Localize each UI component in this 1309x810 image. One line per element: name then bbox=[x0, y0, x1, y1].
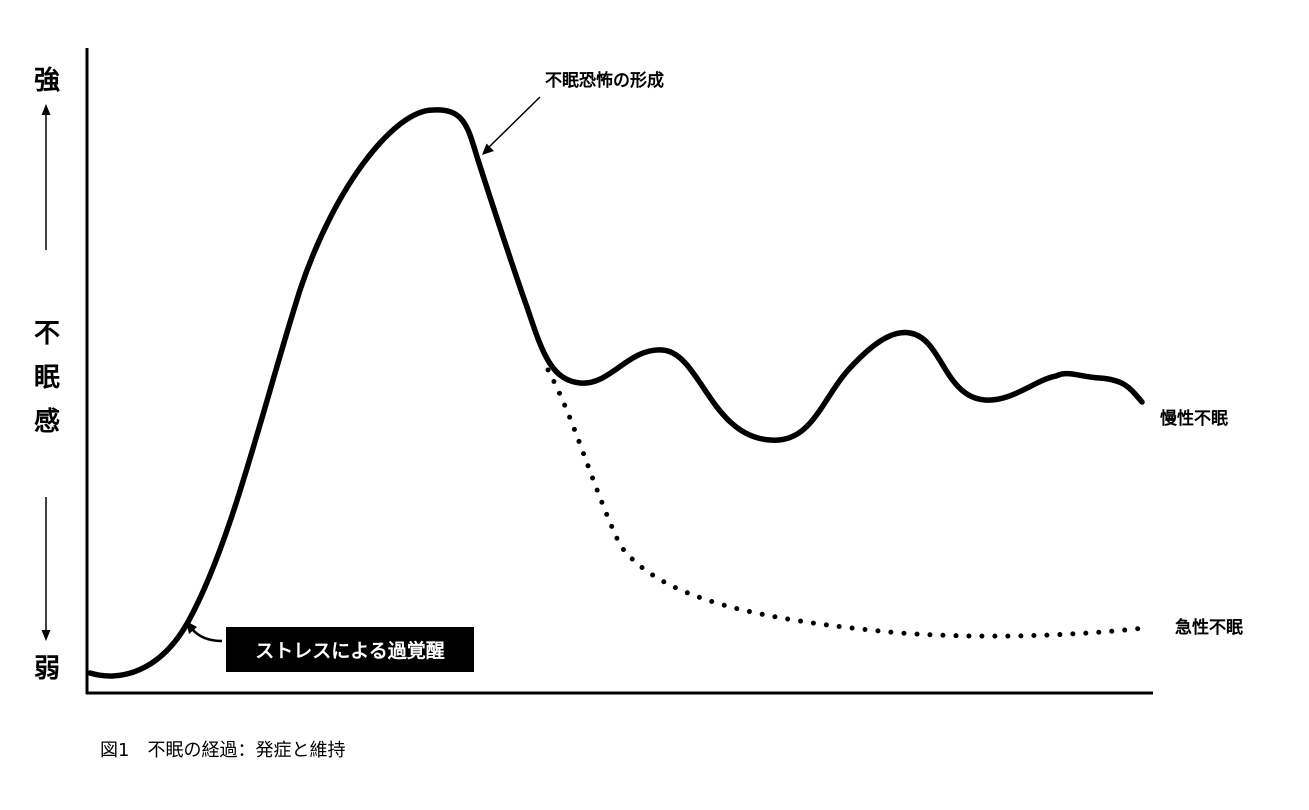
y-axis-strong-label: 強 bbox=[33, 66, 60, 96]
y-axis-weak-label: 弱 bbox=[33, 654, 60, 684]
down-arrow-icon bbox=[41, 497, 51, 641]
y-axis-title-char: 眠 bbox=[33, 363, 60, 393]
peak-annotation: 不眠恐怖の形成 bbox=[545, 71, 664, 91]
figure-caption: 図1 不眠の経過：発症と維持 bbox=[100, 740, 346, 761]
peak-pointer-arrow-icon bbox=[482, 96, 541, 155]
stress-pointer-arrow-icon bbox=[186, 621, 223, 643]
y-axis-title-char: 感 bbox=[33, 407, 60, 437]
y-axis-title: 不 眠 感 bbox=[28, 312, 66, 444]
up-arrow-icon bbox=[41, 104, 51, 250]
acute-insomnia-label: 急性不眠 bbox=[1175, 618, 1243, 638]
chronic-insomnia-curve bbox=[87, 107, 1145, 679]
chronic-insomnia-label: 慢性不眠 bbox=[1160, 409, 1228, 429]
stress-hyperarousal-label: ストレスによる過覚醒 bbox=[226, 627, 474, 672]
y-axis-title-char: 不 bbox=[33, 319, 60, 349]
acute-insomnia-curve bbox=[545, 367, 1148, 639]
